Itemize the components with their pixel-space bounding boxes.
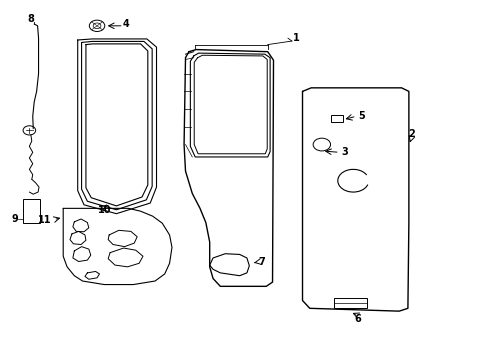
Text: 9: 9 — [11, 214, 18, 224]
Text: 3: 3 — [341, 147, 347, 157]
Bar — [334, 298, 366, 308]
Text: 10: 10 — [97, 205, 111, 215]
Text: 5: 5 — [357, 111, 364, 121]
Text: 2: 2 — [407, 129, 414, 139]
Text: 6: 6 — [354, 314, 361, 324]
Text: 4: 4 — [122, 19, 129, 29]
Text: 7: 7 — [258, 257, 264, 267]
Text: 11: 11 — [38, 215, 51, 225]
Bar — [330, 115, 342, 122]
Text: 1: 1 — [292, 33, 299, 43]
Text: 8: 8 — [27, 14, 34, 24]
Bar — [23, 199, 40, 222]
